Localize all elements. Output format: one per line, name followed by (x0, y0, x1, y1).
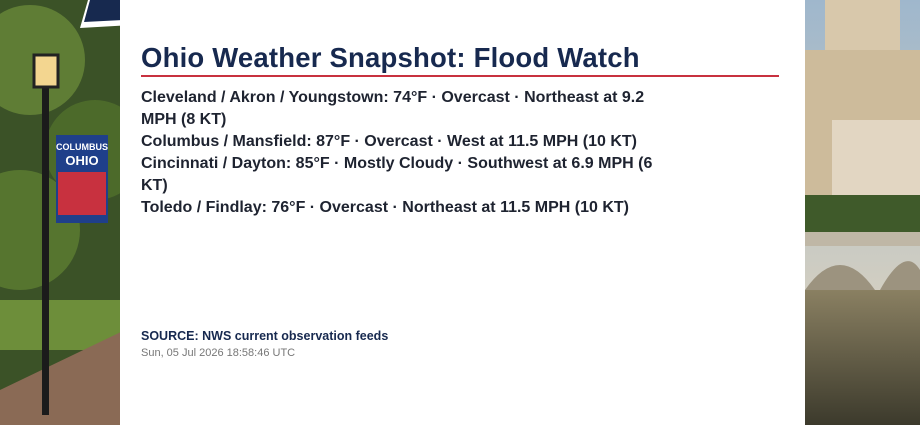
condition: Toledo / Findlay: 76°F · Overcast · Nort… (141, 199, 629, 216)
divider (141, 75, 779, 77)
bridge-arch (805, 261, 920, 290)
lamp-post (42, 80, 49, 415)
flag (58, 172, 106, 215)
sign-text: COLUMBUS (56, 142, 108, 152)
condition: Cincinnati / Dayton: 85°F · Mostly Cloud… (141, 155, 653, 194)
lamp (32, 53, 60, 89)
source: SOURCE: NWS current observation feeds (141, 329, 389, 343)
bridge (800, 232, 920, 246)
trees (800, 195, 920, 235)
panel: Ohio Weather Snapshot: Flood Watch Cleve… (120, 0, 805, 425)
condition: Cleveland / Akron / Youngstown: 74°F · O… (141, 89, 645, 128)
conditions: Cleveland / Akron / Youngstown: 74°F · O… (141, 87, 661, 219)
condition: Columbus / Mansfield: 87°F · Overcast · … (141, 133, 637, 150)
path (0, 330, 125, 425)
sign-text: OHIO (65, 153, 98, 168)
title: Ohio Weather Snapshot: Flood Watch (141, 42, 640, 73)
river (800, 290, 920, 425)
timestamp: Sun, 05 Jul 2026 18:58:46 UTC (141, 347, 296, 359)
